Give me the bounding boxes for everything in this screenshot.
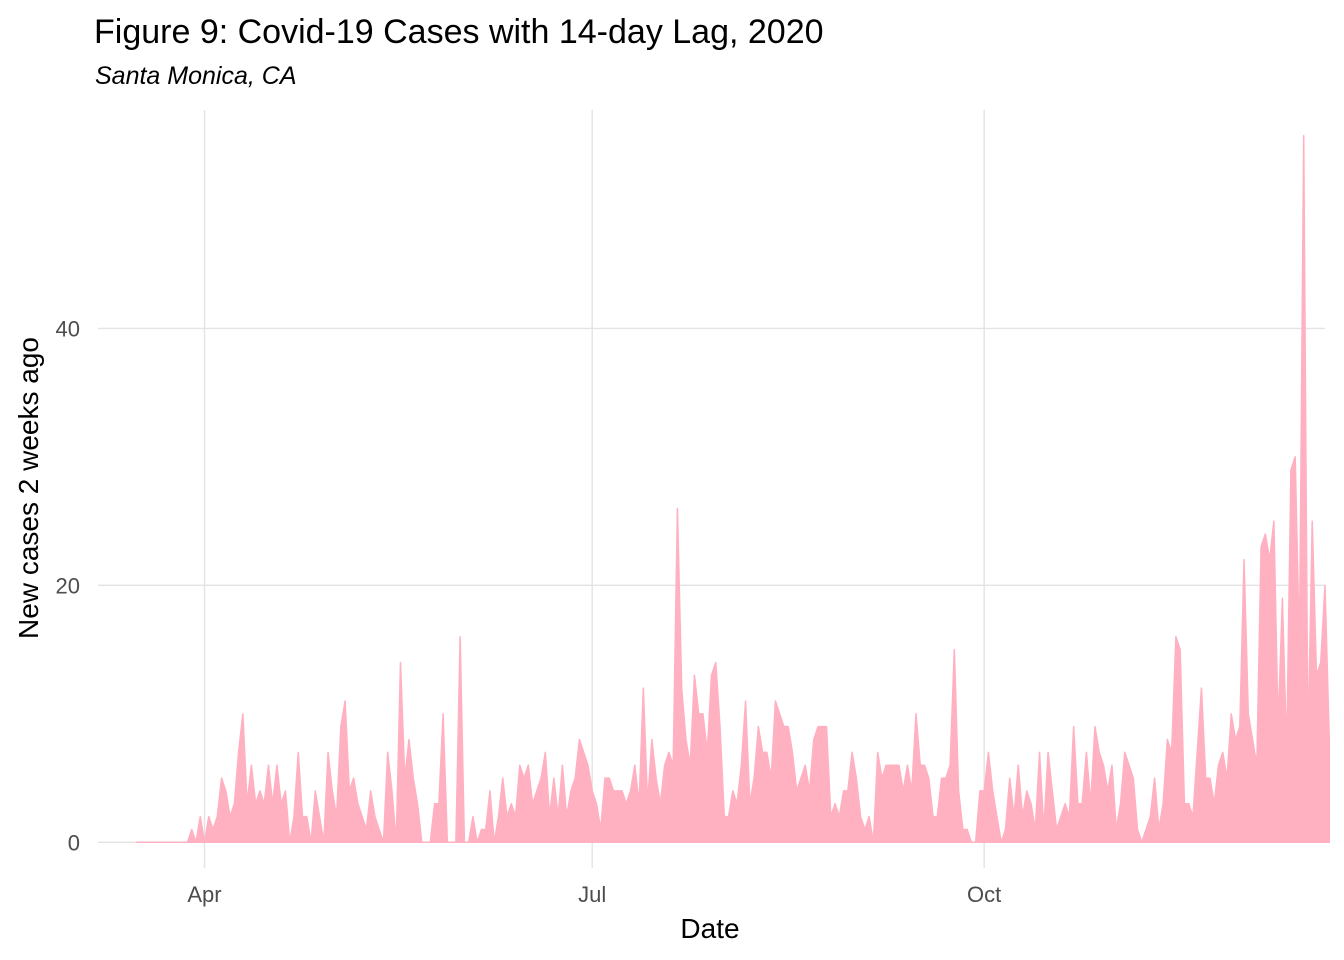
y-tick-label: 40	[56, 316, 80, 341]
y-axis-label: New cases 2 weeks ago	[13, 337, 44, 639]
area-layer	[135, 134, 1331, 844]
chart-title: Figure 9: Covid-19 Cases with 14-day Lag…	[94, 13, 824, 51]
series-area	[135, 134, 1331, 844]
y-tick-label: 0	[68, 830, 80, 855]
x-axis-label: Date	[680, 913, 739, 944]
y-tick-label: 20	[56, 573, 80, 598]
y-tick-labels: 0 20 40	[56, 316, 80, 855]
x-tick-label: Oct	[967, 882, 1001, 907]
x-tick-label: Apr	[187, 882, 221, 907]
x-tick-labels: Apr Jul Oct	[187, 882, 1001, 907]
x-tick-label: Jul	[578, 882, 606, 907]
chart-subtitle: Santa Monica, CA	[95, 62, 297, 90]
